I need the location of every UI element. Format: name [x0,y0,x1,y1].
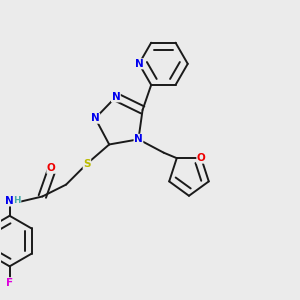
Text: N: N [134,134,143,144]
Text: S: S [83,159,91,169]
Text: O: O [197,153,206,163]
Text: F: F [6,278,13,288]
Text: N: N [91,113,100,123]
Text: O: O [47,163,56,173]
Text: N: N [135,59,143,69]
Text: N: N [5,196,14,206]
Text: N: N [112,92,120,102]
Text: H: H [13,196,21,206]
